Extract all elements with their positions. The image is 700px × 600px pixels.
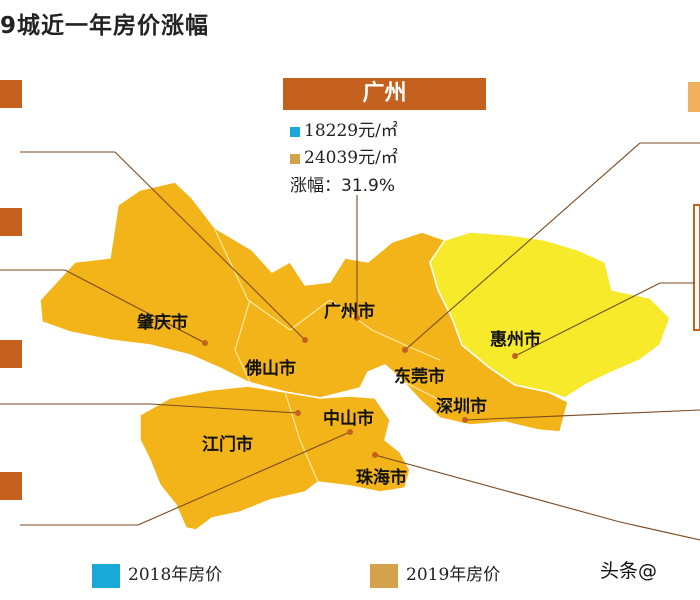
side-box-right [693,204,700,331]
guangzhou-price-2018: 18229元/㎡ [290,116,398,141]
boundary-line [234,299,251,383]
city-label-zhongshan: 中山市 [323,409,374,429]
legend-2018-label: 2018年房价 [128,565,223,585]
legend-2019-swatch-icon [370,563,398,588]
city-label-foshan: 佛山市 [245,359,296,379]
boundary-line [284,391,319,483]
guangzhou-growth: 涨幅：31.9% [290,176,396,196]
price-2019-text: 24039元/㎡ [304,148,398,168]
city-label-zhuhai: 珠海市 [356,468,407,488]
side-box-left [0,208,22,236]
side-box-left [0,80,22,108]
price-2018-text: 18229元/㎡ [304,121,398,141]
side-box-left [0,472,22,500]
side-box-left [0,340,22,368]
swatch-2018-icon [290,126,300,137]
legend-2019: 2019年房价 [370,560,500,588]
boundary-line [329,299,441,361]
swatch-2019-icon [290,153,300,164]
legend-2019-label: 2019年房价 [406,565,501,585]
city-label-dongguan: 东莞市 [394,367,445,387]
map-title: 9城近一年房价涨幅 [0,13,210,39]
city-label-huizhou: 惠州市 [490,330,541,350]
city-label-guangzhou: 广州市 [324,302,375,322]
legend-2018-swatch-icon [92,563,120,588]
legend-2018: 2018年房价 [92,560,222,588]
boundary-line [399,379,471,406]
leader-dots [202,315,518,458]
leader-lines [0,142,700,541]
side-box-right [688,82,700,112]
city-label-zhaoqing: 肇庆市 [137,313,188,333]
region-huizhou [429,231,671,399]
city-label-jiangmen: 江门市 [202,435,253,455]
city-label-shenzhen: 深圳市 [436,397,487,417]
watermark: 头条@ [600,560,658,582]
guangzhou-header: 广州 [283,78,486,110]
boundary-line [214,229,331,331]
guangzhou-price-2019: 24039元/㎡ [290,143,398,168]
